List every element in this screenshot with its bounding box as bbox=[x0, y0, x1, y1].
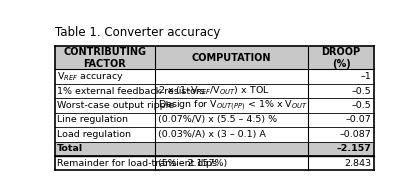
Bar bbox=[308, 98, 374, 113]
Bar bbox=[54, 127, 155, 142]
Bar bbox=[155, 46, 308, 69]
Text: Design for V$_{OUT(PP)}$ < 1% x V$_{OUT}$: Design for V$_{OUT(PP)}$ < 1% x V$_{OUT}… bbox=[158, 98, 308, 113]
Bar bbox=[155, 156, 308, 170]
Bar bbox=[308, 46, 374, 69]
Text: –0.5: –0.5 bbox=[352, 87, 371, 95]
Bar bbox=[155, 142, 308, 156]
Text: 2.843: 2.843 bbox=[344, 159, 371, 168]
Bar bbox=[308, 84, 374, 98]
Text: V$_{REF}$ accuracy: V$_{REF}$ accuracy bbox=[57, 70, 124, 83]
Text: –0.087: –0.087 bbox=[339, 130, 371, 139]
Bar bbox=[308, 127, 374, 142]
Bar bbox=[54, 69, 155, 84]
Text: (0.03%/A) x (3 – 0.1) A: (0.03%/A) x (3 – 0.1) A bbox=[158, 130, 265, 139]
Bar bbox=[308, 142, 374, 156]
Text: Line regulation: Line regulation bbox=[57, 115, 128, 124]
Text: 2 x (1–V$_{REF}$/V$_{OUT}$) x TOL: 2 x (1–V$_{REF}$/V$_{OUT}$) x TOL bbox=[158, 85, 270, 97]
Bar bbox=[308, 113, 374, 127]
Text: COMPUTATION: COMPUTATION bbox=[192, 53, 272, 63]
Text: Total: Total bbox=[57, 144, 83, 153]
Text: Remainder for load-transient dips: Remainder for load-transient dips bbox=[57, 159, 217, 168]
Bar bbox=[54, 156, 155, 170]
Text: –2.157: –2.157 bbox=[336, 144, 371, 153]
Text: DROOP
(%): DROOP (%) bbox=[322, 47, 361, 69]
Text: Table 1. Converter accuracy: Table 1. Converter accuracy bbox=[54, 26, 220, 39]
Bar bbox=[155, 69, 308, 84]
Bar bbox=[155, 127, 308, 142]
Bar bbox=[308, 69, 374, 84]
Text: CONTRIBUTING
FACTOR: CONTRIBUTING FACTOR bbox=[63, 47, 146, 69]
Bar bbox=[155, 84, 308, 98]
Text: Worst-case output ripple: Worst-case output ripple bbox=[57, 101, 174, 110]
Text: 1% external feedback resistors: 1% external feedback resistors bbox=[57, 87, 205, 95]
Bar bbox=[54, 84, 155, 98]
Bar bbox=[54, 113, 155, 127]
Bar bbox=[54, 142, 155, 156]
Bar bbox=[54, 46, 155, 69]
Text: (5% – 2.157%): (5% – 2.157%) bbox=[158, 159, 227, 168]
Bar bbox=[308, 156, 374, 170]
Bar bbox=[155, 98, 308, 113]
Text: (0.07%/V) x (5.5 – 4.5) %: (0.07%/V) x (5.5 – 4.5) % bbox=[158, 115, 277, 124]
Text: –0.07: –0.07 bbox=[345, 115, 371, 124]
Bar bbox=[155, 113, 308, 127]
Text: –1: –1 bbox=[360, 72, 371, 81]
Text: –0.5: –0.5 bbox=[352, 101, 371, 110]
Bar bbox=[54, 98, 155, 113]
Text: Load regulation: Load regulation bbox=[57, 130, 131, 139]
